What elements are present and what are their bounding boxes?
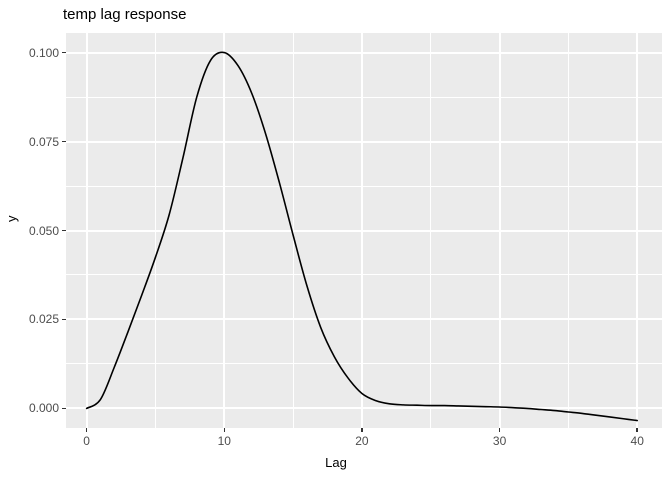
y-tick-mark-0 (62, 407, 66, 410)
grid-line-x-major-0 (85, 33, 88, 428)
y-tick-label-3: 0.075 (28, 134, 59, 149)
grid-line-x-major-3 (498, 33, 501, 428)
x-axis-title: Lag (325, 455, 347, 470)
x-tick-mark-1 (223, 428, 226, 432)
y-tick-label-4: 0.100 (28, 45, 59, 60)
grid-line-y-minor-2 (66, 185, 662, 187)
chart-title: temp lag response (63, 6, 187, 23)
grid-line-y-minor-1 (66, 274, 662, 276)
grid-line-y-major-2 (66, 229, 662, 232)
y-tick-mark-1 (62, 318, 66, 321)
grid-line-y-major-0 (66, 407, 662, 410)
x-tick-mark-0 (85, 428, 88, 432)
grid-line-x-major-2 (360, 33, 363, 428)
grid-line-x-major-1 (223, 33, 226, 428)
grid-line-y-major-3 (66, 140, 662, 143)
x-tick-label-0: 0 (83, 434, 90, 448)
series-layer (85, 51, 639, 422)
y-tick-label-1: 0.025 (28, 312, 59, 327)
grid-line-x-major-4 (636, 33, 639, 428)
y-tick-mark-4 (62, 51, 66, 54)
y-tick-label-2: 0.050 (28, 223, 59, 238)
x-tick-label-4: 40 (630, 434, 644, 448)
line-series-temp-lag-response (85, 51, 639, 422)
grid-line-y-major-1 (66, 318, 662, 321)
x-tick-label-3: 30 (492, 434, 507, 448)
grid-line-y-minor-0 (66, 363, 662, 365)
y-axis-title: y (4, 215, 19, 223)
x-tick-mark-2 (361, 428, 363, 432)
y-tick-label-0: 0.000 (28, 401, 59, 416)
grid-line-y-minor-3 (66, 96, 662, 98)
x-tick-label-1: 10 (217, 434, 231, 448)
x-tick-mark-3 (498, 428, 501, 432)
x-tick-mark-4 (636, 428, 638, 432)
plot-panel (66, 33, 662, 428)
grid-line-y-major-4 (66, 51, 662, 54)
y-tick-mark-3 (62, 140, 66, 143)
x-tick-label-2: 20 (355, 434, 369, 448)
y-tick-mark-2 (62, 229, 66, 232)
